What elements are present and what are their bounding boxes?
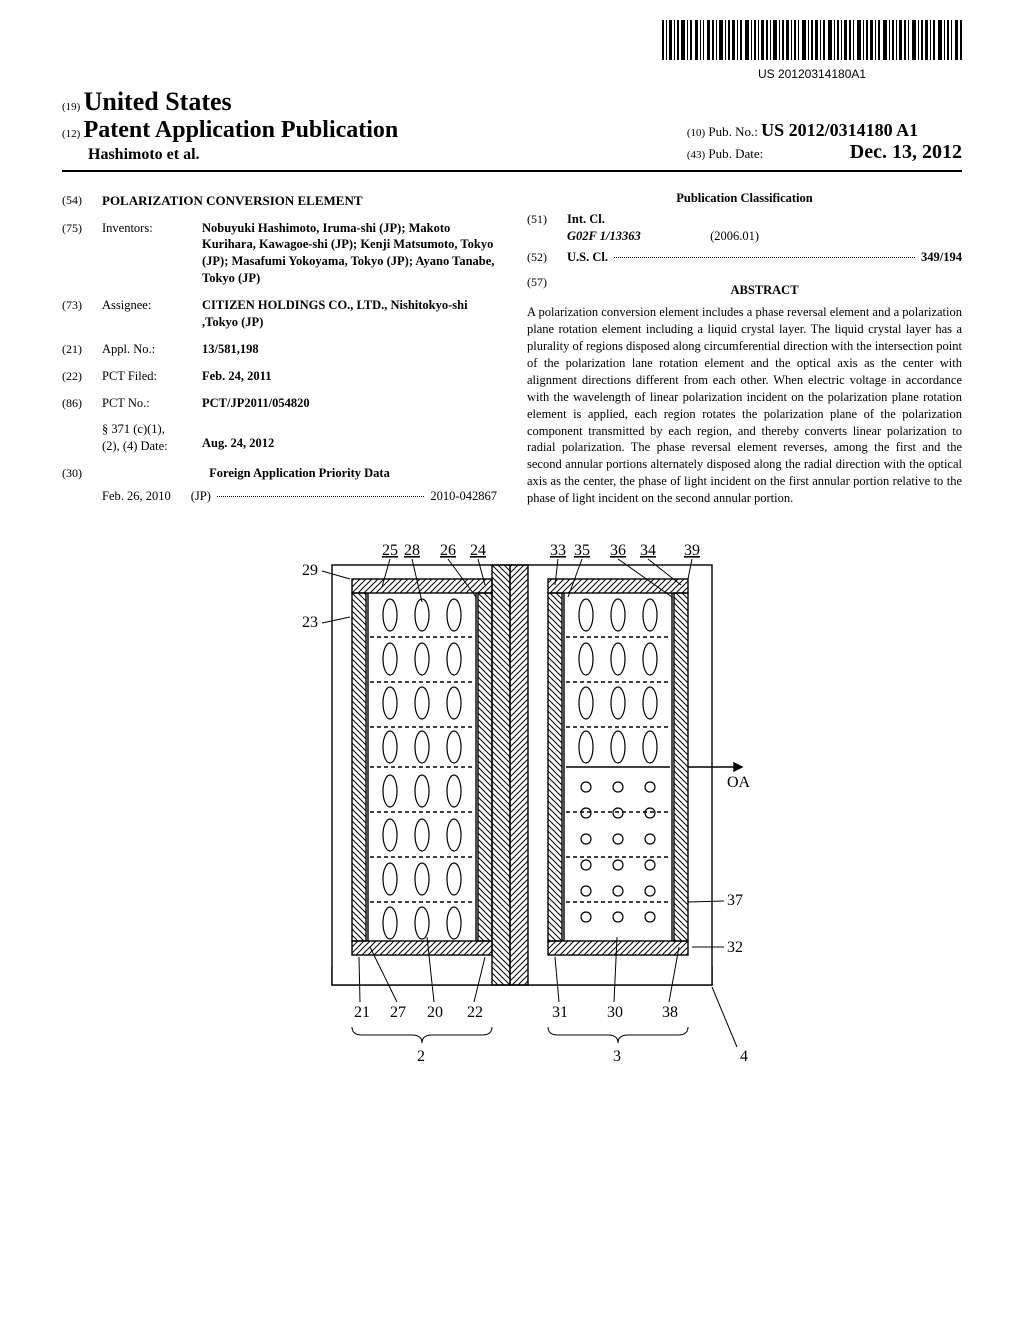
header-right: (10) Pub. No.: US 2012/0314180 A1 (43) P… bbox=[687, 120, 962, 164]
uscl-val: 349/194 bbox=[921, 249, 962, 266]
inventors-label: Inventors: bbox=[102, 220, 202, 288]
assignee-label: Assignee: bbox=[102, 297, 202, 331]
assignee-val: CITIZEN HOLDINGS CO., LTD., Nishitokyo-s… bbox=[202, 298, 468, 329]
fig-group-2: 2 bbox=[417, 1048, 425, 1065]
foreign-num: 2010-042867 bbox=[430, 488, 497, 505]
filed-val: Feb. 24, 2011 bbox=[202, 369, 271, 383]
pct-val: PCT/JP2011/054820 bbox=[202, 396, 310, 410]
fig-label-32: 32 bbox=[727, 939, 743, 956]
left-column: (54) POLARIZATION CONVERSION ELEMENT (75… bbox=[62, 182, 497, 507]
fig-label-34: 34 bbox=[640, 542, 656, 559]
figure-area: OA 25 28 26 24 33 35 36 bbox=[62, 527, 962, 1072]
intcl-code: (51) bbox=[527, 211, 567, 245]
inventors-val: Nobuyuki Hashimoto, Iruma-shi (JP); Mako… bbox=[202, 221, 494, 286]
abstract-heading: ABSTRACT bbox=[567, 282, 962, 299]
patent-figure: OA 25 28 26 24 33 35 36 bbox=[232, 527, 792, 1067]
filed-label: PCT Filed: bbox=[102, 368, 202, 385]
fig-label-39: 39 bbox=[684, 542, 700, 559]
fig-label-36: 36 bbox=[610, 542, 626, 559]
foreign-country: (JP) bbox=[191, 488, 211, 505]
pub-no-code: (10) bbox=[687, 127, 705, 139]
fig-label-31: 31 bbox=[552, 1004, 568, 1021]
s371-val: Aug. 24, 2012 bbox=[202, 436, 274, 450]
fig-group-4: 4 bbox=[740, 1048, 748, 1065]
barcode-number: US 20120314180A1 bbox=[662, 67, 962, 81]
barcode-svg bbox=[662, 20, 962, 60]
intcl-date: (2006.01) bbox=[710, 229, 759, 243]
inventors-code: (75) bbox=[62, 220, 102, 288]
foreign-heading: Foreign Application Priority Data bbox=[209, 466, 390, 480]
assignee-code: (73) bbox=[62, 297, 102, 331]
fig-label-27: 27 bbox=[390, 1004, 406, 1021]
fig-label-29: 29 bbox=[302, 562, 318, 579]
fig-label-26: 26 bbox=[440, 542, 456, 559]
title-code: (54) bbox=[62, 192, 102, 210]
fig-label-28: 28 bbox=[404, 542, 420, 559]
abstract-code: (57) bbox=[527, 274, 567, 303]
appl-label: Appl. No.: bbox=[102, 341, 202, 358]
pub-no-label: Pub. No.: bbox=[708, 124, 757, 139]
invention-title: POLARIZATION CONVERSION ELEMENT bbox=[102, 192, 497, 210]
authority: United States bbox=[84, 87, 232, 116]
s371-label: § 371 (c)(1), (2), (4) Date: bbox=[102, 421, 202, 455]
fig-label-24: 24 bbox=[470, 542, 486, 559]
appl-val: 13/581,198 bbox=[202, 342, 259, 356]
fig-label-20: 20 bbox=[427, 1004, 443, 1021]
inventors-header: Hashimoto et al. bbox=[62, 146, 398, 164]
fig-label-38: 38 bbox=[662, 1004, 678, 1021]
pub-date-label: Pub. Date: bbox=[708, 146, 763, 161]
pub-date-code: (43) bbox=[687, 149, 705, 161]
fig-label-25: 25 bbox=[382, 542, 398, 559]
uscl-code: (52) bbox=[527, 249, 567, 265]
intcl-label: Int. Cl. bbox=[567, 212, 605, 226]
pct-code: (86) bbox=[62, 395, 102, 412]
appl-code: (21) bbox=[62, 341, 102, 358]
intcl-sym: G02F 1/13363 bbox=[567, 229, 641, 243]
header-left: (19) United States (12) Patent Applicati… bbox=[62, 87, 398, 164]
fig-label-35: 35 bbox=[574, 542, 590, 559]
fig-group-3: 3 bbox=[613, 1048, 621, 1065]
header-row: (19) United States (12) Patent Applicati… bbox=[62, 87, 962, 172]
foreign-date: Feb. 26, 2010 bbox=[102, 488, 171, 505]
fig-label-23: 23 bbox=[302, 614, 318, 631]
uscl-label: U.S. Cl. bbox=[567, 249, 608, 266]
fig-label-oa: OA bbox=[727, 774, 751, 791]
pct-label: PCT No.: bbox=[102, 395, 202, 412]
fig-label-30: 30 bbox=[607, 1004, 623, 1021]
abstract-text: A polarization conversion element includ… bbox=[527, 304, 962, 507]
pub-type: Patent Application Publication bbox=[84, 117, 399, 143]
fig-label-37: 37 bbox=[727, 892, 743, 909]
foreign-code: (30) bbox=[62, 465, 102, 482]
pub-date: Dec. 13, 2012 bbox=[850, 141, 962, 163]
authority-code: (19) bbox=[62, 101, 80, 113]
barcode-region: US 20120314180A1 bbox=[62, 20, 962, 83]
right-column: Publication Classification (51) Int. Cl.… bbox=[527, 182, 962, 507]
barcode: US 20120314180A1 bbox=[662, 20, 962, 81]
fig-label-21: 21 bbox=[354, 1004, 370, 1021]
classification-heading: Publication Classification bbox=[527, 190, 962, 207]
fig-label-33: 33 bbox=[550, 542, 566, 559]
fig-label-22: 22 bbox=[467, 1004, 483, 1021]
pub-no: US 2012/0314180 A1 bbox=[761, 120, 918, 140]
pub-type-code: (12) bbox=[62, 128, 80, 140]
filed-code: (22) bbox=[62, 368, 102, 385]
biblio-columns: (54) POLARIZATION CONVERSION ELEMENT (75… bbox=[62, 182, 962, 507]
